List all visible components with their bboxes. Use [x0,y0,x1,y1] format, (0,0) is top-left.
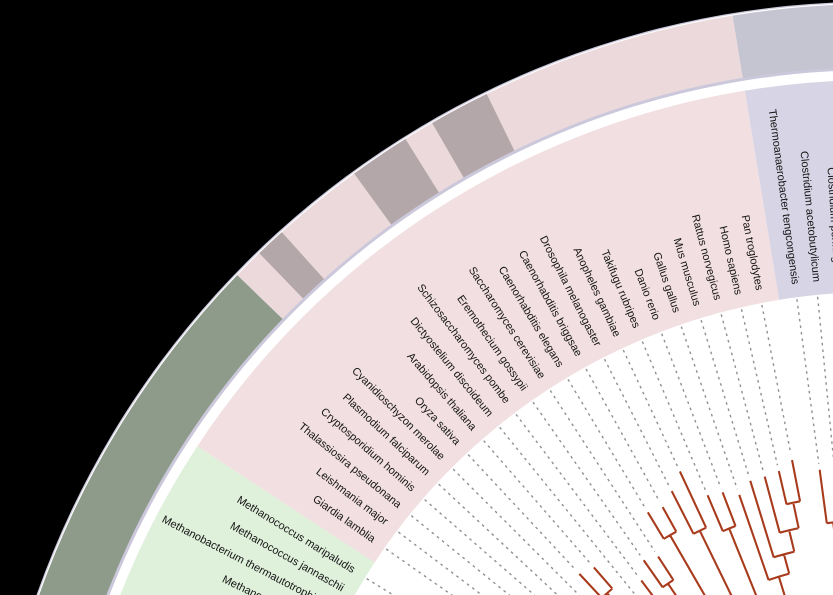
leaf-connector-dash [680,326,738,490]
leaf-connector-dash [515,413,639,577]
leaf-connector-dash [585,368,661,503]
leaf-connector-dash [366,578,395,595]
color-strip-segment [354,138,440,225]
phylogenetic-tree-branches [578,459,833,595]
color-strip-segment [486,15,743,151]
color-strip-segment [732,5,833,79]
color-strip-segment [405,122,464,193]
leaf-connector-dash [499,426,637,595]
clade-wedge-wedge-middle [197,90,780,563]
leaf-connector-dash [410,515,511,595]
leaf-connector-dash [385,548,454,595]
leaf-connector-dash [622,349,679,467]
leaf-connector-dash [720,314,764,472]
leaf-connector-dash [452,468,580,595]
color-strip-segment [39,275,283,595]
leaf-connector-dash [567,379,646,508]
color-strip-segment [259,232,325,299]
color-strip-segment [237,253,304,320]
clade-wedge-wedge-right [744,81,833,300]
leaf-connector-dash [549,390,656,552]
leaf-connector-dash [661,333,722,488]
leaf-connector-dash [483,440,591,564]
leaf-connector-dash [700,319,750,476]
leaf-connector-dash [816,296,833,461]
leaf-connector-dash [641,341,706,491]
leaf-connector-dash [761,304,792,455]
leaf-connector-dash [532,401,641,556]
clade-wedge-wedge-left [120,446,375,595]
color-strip-segment [432,93,515,178]
leaf-connector-dash [796,299,820,464]
species-label[interactable]: Clostridium perfringens [825,167,833,281]
leaf-connector-dash [424,499,536,595]
color-strip-segment [281,173,392,280]
leaf-connector-dash [438,483,559,595]
leaf-connector-dash [740,309,779,466]
